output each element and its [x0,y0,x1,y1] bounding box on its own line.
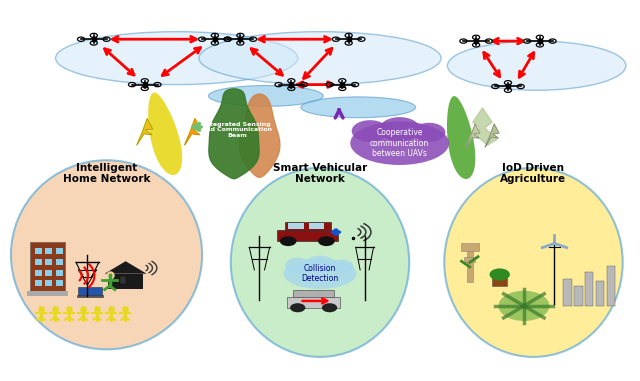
Bar [56,280,63,286]
Bar [574,286,582,306]
Bar [461,243,479,251]
Bar [492,278,508,286]
Circle shape [352,120,388,142]
Polygon shape [466,124,480,147]
Ellipse shape [444,168,623,357]
Bar [56,269,63,275]
Bar [585,272,593,306]
Bar [596,281,604,306]
Ellipse shape [284,259,356,289]
Ellipse shape [11,160,202,349]
Circle shape [285,258,311,273]
Bar [293,290,334,297]
Polygon shape [137,118,153,145]
Polygon shape [148,93,182,175]
Bar [563,279,572,306]
Bar [35,259,42,265]
Circle shape [322,303,337,312]
Bar [45,259,52,265]
Bar [45,280,52,286]
Polygon shape [209,89,259,179]
Bar [288,223,304,229]
Ellipse shape [56,32,298,85]
Circle shape [290,303,305,312]
Bar [308,223,324,229]
Bar [108,274,143,289]
Ellipse shape [301,97,415,118]
Bar [35,269,42,275]
Bar [27,291,68,296]
Circle shape [306,256,334,272]
Bar [285,221,331,230]
Bar [56,259,63,265]
Polygon shape [184,118,200,145]
Circle shape [318,236,335,246]
Bar [35,280,42,286]
Circle shape [280,236,296,246]
Text: Cooperative
communication
between UAVs: Cooperative communication between UAVs [370,128,429,158]
Text: Smart Vehicular
Network: Smart Vehicular Network [273,163,367,184]
Bar [30,242,65,291]
Bar [120,276,126,284]
Bar [467,246,473,282]
Polygon shape [485,124,499,147]
Circle shape [490,268,510,280]
Bar [45,269,52,275]
Circle shape [379,117,420,141]
Ellipse shape [199,32,441,85]
Circle shape [331,259,353,273]
Bar [607,266,615,306]
Text: Intelligent
Home Network: Intelligent Home Network [63,163,150,184]
Polygon shape [447,96,476,179]
Ellipse shape [447,41,626,90]
Bar [77,295,103,297]
Bar [45,248,52,255]
Ellipse shape [231,168,409,357]
Text: Collision
Detection: Collision Detection [301,264,339,283]
Polygon shape [468,108,497,145]
Circle shape [499,291,549,321]
Bar [287,297,340,308]
Text: IoD Driven
Agriculture: IoD Driven Agriculture [500,163,566,184]
Bar [35,248,42,255]
Bar [56,248,63,255]
Bar [78,287,102,296]
Bar [464,257,476,263]
Circle shape [413,123,445,142]
Bar [276,230,338,241]
Ellipse shape [209,86,323,106]
Polygon shape [239,94,280,177]
Text: Integrated Sensing
and Communication
Beam: Integrated Sensing and Communication Bea… [202,122,272,138]
Polygon shape [104,261,147,274]
Ellipse shape [350,122,449,165]
